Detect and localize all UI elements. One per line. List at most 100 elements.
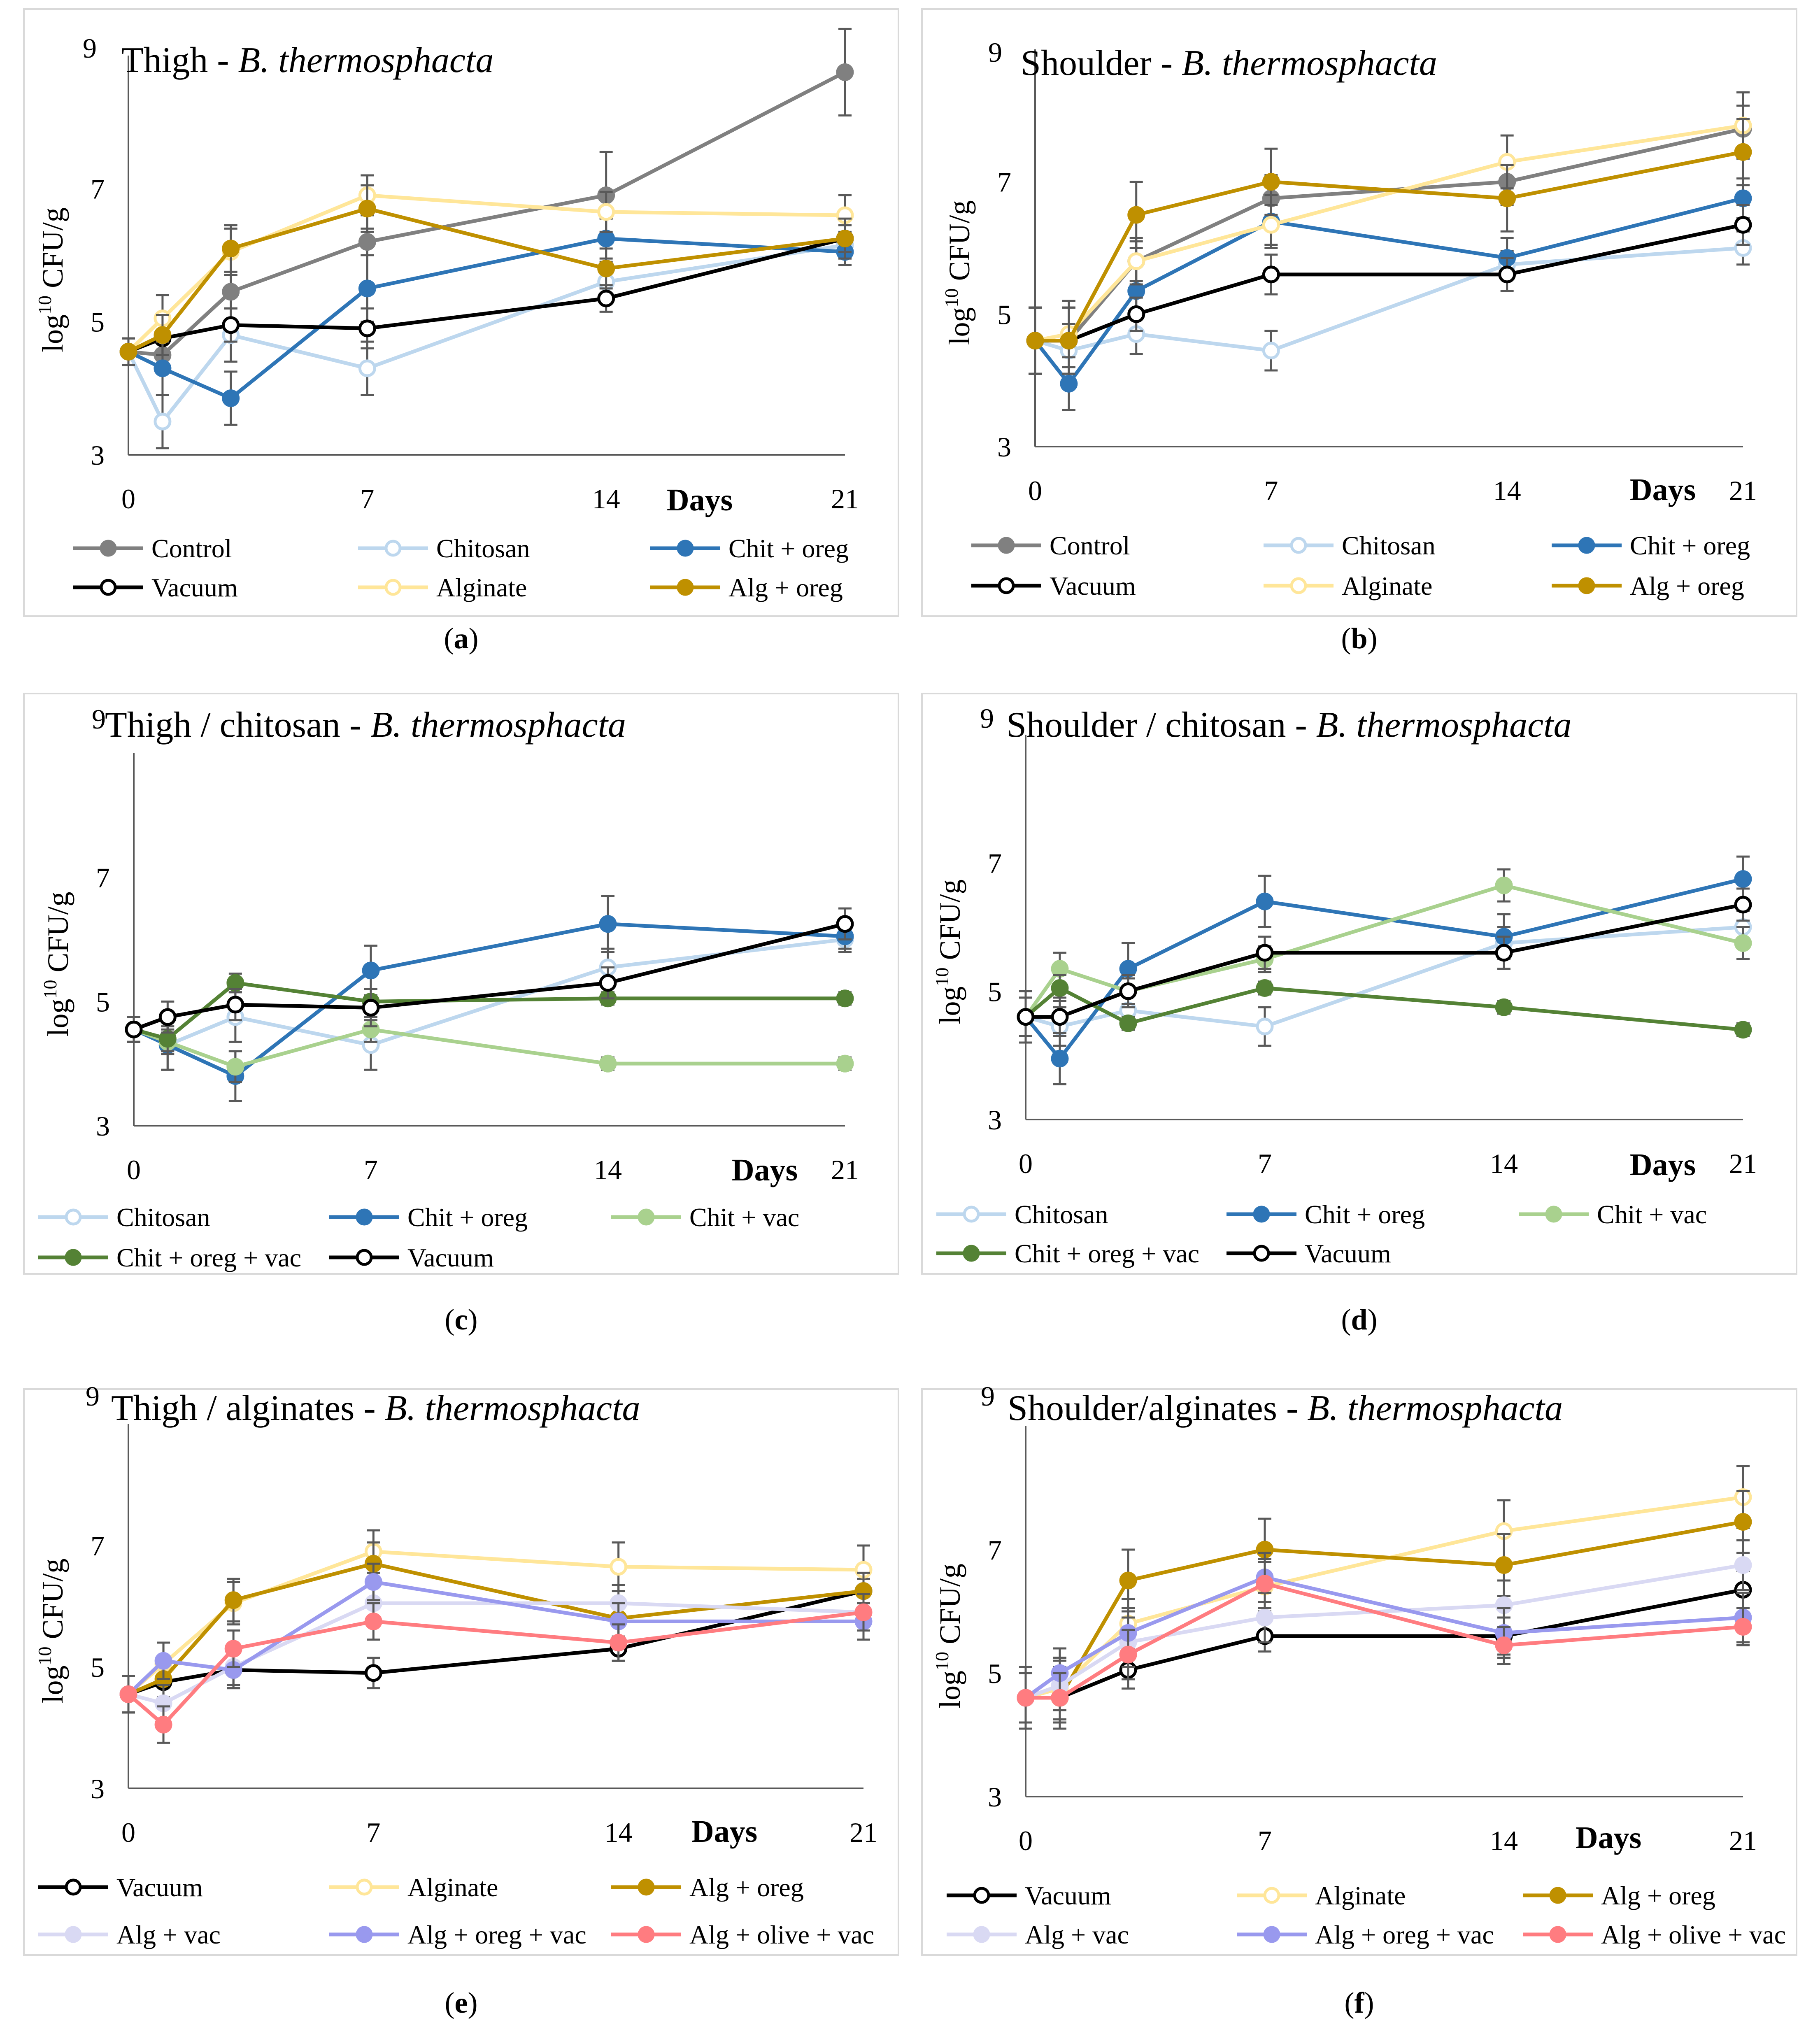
legend-item: Chit + oreg [1552,531,1750,560]
panel-title: Shoulder - B. thermosphacta [1021,43,1437,83]
y-axis-title-log: log [42,999,74,1037]
legend-item: Chit + vac [611,1203,799,1232]
data-point [1119,1646,1137,1664]
legend-label: Vacuum [151,573,238,602]
legend-item: Alg + vac [947,1920,1129,1949]
legend-item: Alg + olive + vac [1523,1920,1786,1949]
legend-swatch-marker [638,1208,655,1226]
legend-swatch-marker [384,540,402,557]
legend-swatch-marker [1253,1206,1270,1223]
series-line [126,243,845,424]
legend-item: Chitosan [38,1203,210,1232]
legend-label: Alg + olive + vac [1601,1920,1786,1949]
legend-swatch-marker [65,1249,82,1266]
panel-title-species: B. thermosphacta [370,705,626,745]
data-point [1060,332,1078,350]
caption-letter: b [1351,622,1367,655]
x-axis-title: Days [732,1153,798,1187]
legend-label: Alg + vac [1025,1920,1129,1949]
y-tick-label: 7 [91,173,105,205]
x-tick-label: 7 [1258,1825,1272,1856]
legend-label: Vacuum [407,1243,494,1272]
y-axis-title-rest: CFU/g [933,1564,966,1652]
chart-panel-a: 3 5 7 9 0 7 14 21 Days log10 CFU/g Thigh - B. ther… [23,8,899,655]
legend-swatch-marker [1549,1887,1566,1904]
legend-label: Alg + vac [116,1920,221,1949]
x-tick-label: 14 [1493,475,1521,506]
y-tick-label: 9 [980,703,994,734]
y-axis-title-rest: CFU/g [36,1558,69,1646]
x-tick-label: 21 [1729,1148,1757,1179]
legend-swatch-marker [1290,577,1307,594]
y-tick-label: 9 [83,33,97,64]
legend-item: Alg + oreg [1523,1881,1715,1910]
panel-frame [23,8,899,617]
y-tick-label: 5 [988,976,1002,1007]
y-tick-label: 5 [91,1652,105,1683]
legend-item: Vacuum [971,571,1136,601]
legend-item: Chit + oreg + vac [38,1243,301,1272]
data-point [599,974,617,992]
legend-swatch-marker [677,579,694,596]
y-tick-label: 5 [96,986,110,1017]
legend-label: Chit + oreg [728,534,849,563]
legend-swatch-marker [998,537,1015,554]
data-point [358,200,376,218]
x-tick-label: 7 [364,1154,378,1185]
x-tick-label: 21 [831,1154,859,1185]
x-axis-title: Days [667,483,733,517]
data-point [836,1054,854,1073]
data-point [364,1664,382,1682]
data-point [364,1612,382,1630]
legend-swatch-marker [1549,1926,1566,1943]
y-axis-title: log10 CFU/g [941,200,976,345]
legend-item: Alg + vac [38,1920,221,1949]
panel-title-text: Shoulder / chitosan - [1006,705,1316,745]
legend-swatch-marker [1263,1926,1280,1943]
y-tick-label: 7 [988,848,1002,879]
y-tick-label: 9 [86,1380,100,1412]
y-axis-title-log: log [933,987,966,1024]
x-tick-label: 7 [1258,1148,1272,1179]
legend-swatch-marker [100,540,117,557]
data-point [1256,1575,1274,1592]
legend-swatch-marker [65,1878,82,1896]
legend-item: Chit + oreg [650,534,849,563]
data-point [1734,1556,1752,1574]
panel-title-species: B. thermosphacta [1307,1388,1563,1428]
data-point [597,259,615,277]
x-tick-label: 21 [1729,475,1757,506]
data-point [1262,265,1280,284]
x-axis-title: Days [1630,473,1696,507]
y-axis-title-log: log [36,1666,69,1704]
legend: Vacuum Alginate Alg + oreg Alg + vac Alg + o… [38,1873,874,1949]
legend-label: Vacuum [1050,571,1136,601]
x-tick-label: 21 [849,1817,877,1848]
legend-swatch-marker [356,1878,373,1896]
data-point [854,1603,873,1621]
data-point [158,1008,177,1026]
data-point [226,996,244,1014]
panel-caption: (f) [1345,1986,1374,2019]
data-point [610,1558,628,1576]
caption-paren-close: ) [468,1303,477,1336]
caption-letter: e [455,1986,468,2019]
data-point [1051,1689,1069,1707]
chart-panel-d: 3 5 7 9 0 7 14 21 Days log10 CFU/g Shoulder / chit… [921,693,1797,1336]
legend: Vacuum Alginate Alg + oreg Alg + vac Alg + o… [947,1881,1786,1949]
legend-swatch-marker [65,1926,82,1943]
legend-item: Chit + vac [1519,1200,1707,1229]
data-point [1051,1050,1069,1068]
legend-swatch-marker [356,1926,373,1943]
y-tick-label: 5 [988,1658,1002,1689]
legend-label: Chit + vac [689,1203,799,1232]
legend-label: Alg + oreg + vac [1315,1920,1494,1949]
legend-label: Chitosan [436,534,530,563]
data-point [1734,189,1752,207]
panel-title: Thigh / alginates - B. thermosphacta [111,1388,640,1428]
y-axis-title-rest: CFU/g [943,200,976,288]
panel-frame [921,1388,1797,1956]
panel-frame [23,1388,899,1956]
data-point [1495,1556,1513,1574]
panel-caption: (b) [1341,622,1377,655]
